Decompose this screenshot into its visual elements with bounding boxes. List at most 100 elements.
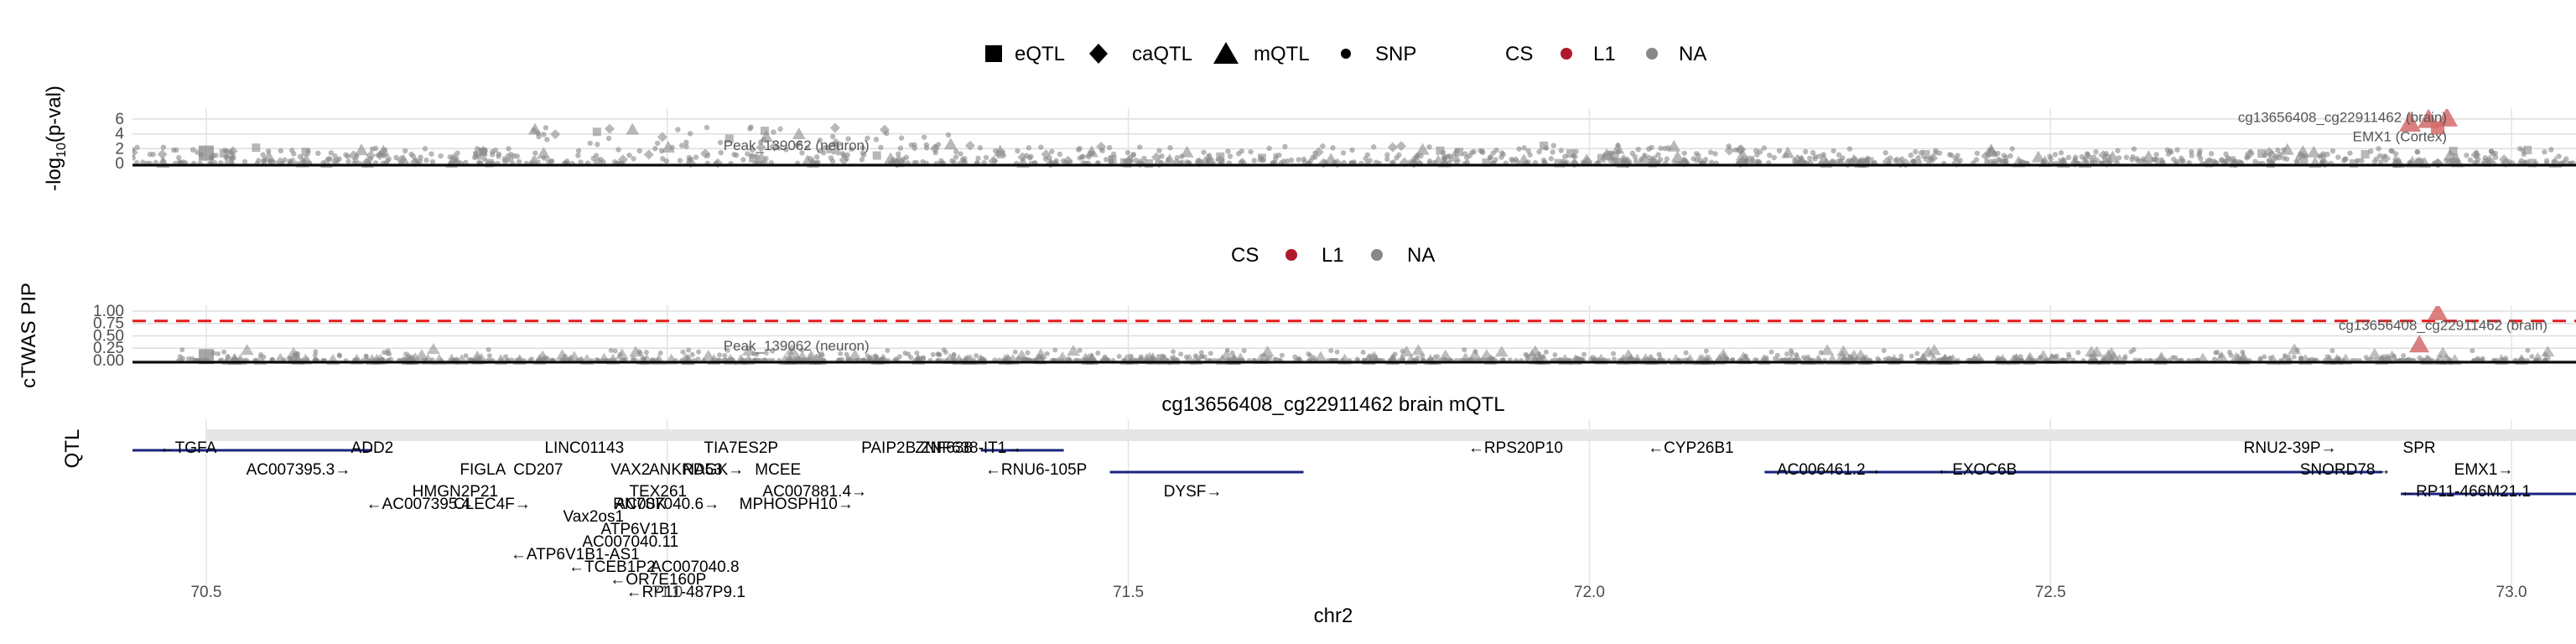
- snp-point: [256, 158, 262, 164]
- snp-point: [541, 132, 547, 138]
- snp-point: [2052, 152, 2059, 158]
- caqtl-point: [1734, 144, 1745, 155]
- pip-mqtl-point: [240, 344, 254, 356]
- pip-point: [722, 352, 728, 358]
- pip-mqtl-point: [2541, 345, 2555, 357]
- gene-label: SPR: [2403, 439, 2436, 457]
- mqtl-point: [355, 143, 369, 156]
- gene-label: DYSF→: [1164, 483, 1223, 501]
- pip-point: [1581, 351, 1587, 357]
- snp-point: [731, 152, 737, 158]
- pip-mqtl-point: [1067, 345, 1081, 356]
- pip-point: [2470, 348, 2475, 354]
- gene-label: ←AC007395.4: [366, 496, 471, 513]
- pip-point: [908, 355, 914, 361]
- caqtl-point: [617, 154, 628, 165]
- snp-point: [2319, 158, 2325, 164]
- mqtl-point: [1670, 150, 1685, 163]
- caqtl-point: [1313, 147, 1324, 158]
- pip-point: [2075, 350, 2081, 356]
- snp-point: [372, 145, 379, 152]
- pip-point: [1400, 356, 1406, 362]
- gene-label: ←OR7E160P: [610, 571, 706, 589]
- pip-point: [1743, 353, 1749, 359]
- snp-point: [687, 131, 693, 137]
- pip-point: [2401, 353, 2407, 359]
- pip-point: [1005, 356, 1011, 361]
- pip-point: [2426, 356, 2432, 361]
- snp-point: [626, 152, 632, 158]
- pip-point: [179, 347, 185, 353]
- snp-point: [2449, 157, 2455, 164]
- snp-point: [2009, 146, 2015, 152]
- snp-point: [2376, 146, 2381, 152]
- pip-point: [1044, 351, 1050, 356]
- pip-point: [2519, 356, 2525, 362]
- gene-track-title: cg13656408_cg22911462 brain mQTL: [1161, 393, 1504, 416]
- snp-point: [325, 156, 332, 162]
- snp-point: [923, 142, 930, 148]
- snp-point: [289, 148, 295, 153]
- pip-mqtl-point: [1921, 345, 1935, 357]
- caqtl-point: [643, 149, 654, 160]
- snp-point: [1394, 154, 1400, 161]
- snp-point: [1863, 158, 1869, 164]
- snp-point: [1635, 146, 1641, 153]
- mqtl-point: [661, 140, 675, 153]
- snp-point: [1086, 153, 1092, 160]
- caqtl-point: [2267, 149, 2277, 160]
- snp-point: [1655, 152, 1661, 158]
- eqtl-point: [1566, 149, 1575, 158]
- pip-point: [2108, 356, 2114, 361]
- snp-point: [745, 151, 750, 157]
- pip-point: [717, 352, 723, 358]
- eqtl-point: [479, 148, 488, 157]
- snp-point: [1987, 147, 1992, 153]
- caqtl-point: [449, 153, 460, 164]
- snp-point: [1137, 144, 1143, 150]
- pip-point: [1328, 348, 1334, 354]
- snp-point: [1103, 156, 1109, 163]
- snp-point: [1831, 148, 1836, 154]
- snp-point: [190, 147, 196, 153]
- snp-point: [1411, 156, 1417, 162]
- caqtl-point: [550, 129, 561, 140]
- pip-point: [1354, 356, 1360, 362]
- snp-point: [2324, 151, 2330, 158]
- snp-point: [777, 126, 783, 132]
- pip-eqtl-point: [198, 349, 214, 365]
- snp-point: [2020, 159, 2027, 165]
- snp-point: [2115, 148, 2121, 153]
- pip-point: [313, 349, 319, 355]
- pip-point: [1095, 350, 1101, 356]
- caqtl-point: [929, 143, 940, 154]
- snp-point: [2371, 158, 2378, 165]
- snp-point: [693, 154, 699, 160]
- snp-point: [2131, 146, 2137, 152]
- eqtl-point: [592, 127, 601, 137]
- snp-point: [532, 150, 538, 156]
- snp-point: [2180, 158, 2186, 164]
- snp-point: [829, 158, 836, 164]
- mqtl-point: [537, 147, 551, 159]
- pip-point: [1940, 356, 1945, 362]
- snp-point: [860, 145, 866, 151]
- snp-point: [1015, 148, 1021, 154]
- pip-point: [2391, 353, 2397, 359]
- pip-point: [2378, 356, 2384, 362]
- snp-point: [336, 156, 342, 162]
- snp-point: [1558, 148, 1564, 153]
- pip-point: [1683, 350, 1689, 356]
- gene-label: AC007040.11: [582, 533, 678, 551]
- pip-point: [2215, 350, 2220, 356]
- pip-point: [186, 356, 192, 361]
- snp-point: [429, 158, 436, 165]
- snp-point: [595, 142, 600, 148]
- gene-label: RN7SK: [613, 496, 667, 513]
- snp-point: [1836, 152, 1842, 158]
- pip-point: [2131, 347, 2137, 353]
- snp-point: [1490, 150, 1496, 156]
- snp-point: [920, 158, 926, 165]
